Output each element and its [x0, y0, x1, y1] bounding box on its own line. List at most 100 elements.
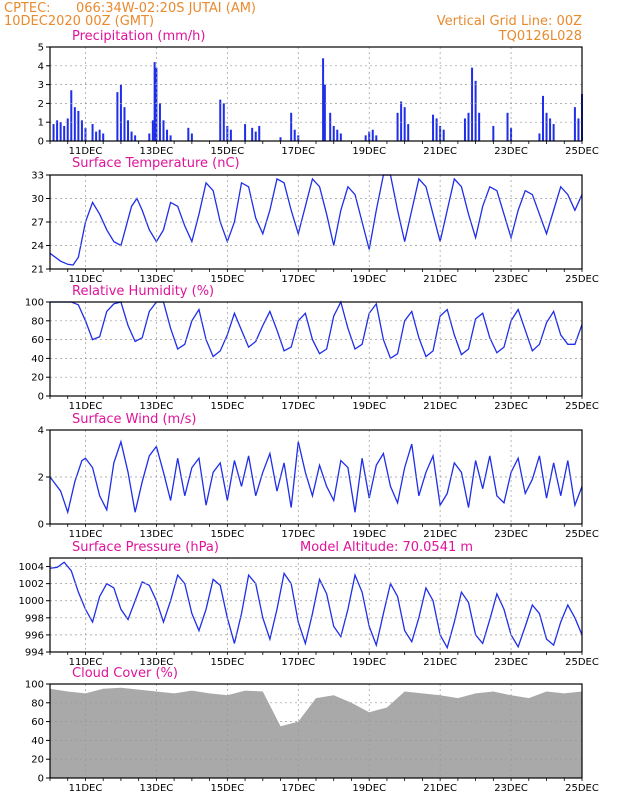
precip-xtick-label: 11DEC — [69, 146, 103, 157]
wind-xtick-label: 21DEC — [423, 529, 457, 540]
precip-bar — [549, 118, 552, 141]
precip-ytick-label: 1 — [38, 118, 44, 129]
precip-bar — [541, 95, 544, 141]
wind-line — [49, 439, 583, 515]
wind-ytick-label: 0 — [38, 520, 44, 531]
cloud-title: Cloud Cover (%) — [72, 666, 178, 681]
precip-bar — [251, 127, 254, 141]
temp-xtick-label: 23DEC — [494, 274, 528, 285]
precip-bar — [123, 107, 126, 141]
temp-title: Surface Temperature (nC) — [72, 156, 240, 171]
wind-ytick-label: 2 — [38, 473, 44, 484]
rh-xtick-label: 19DEC — [352, 401, 386, 412]
pres-xtick-label: 21DEC — [423, 657, 457, 668]
precip-bar — [322, 58, 325, 141]
temp-frame — [49, 174, 583, 270]
temp-xtick-label: 19DEC — [352, 274, 386, 285]
rh-xtick-label: 21DEC — [423, 401, 457, 412]
precip-bar — [127, 120, 130, 141]
precip-bar — [52, 124, 55, 141]
rh-ytick-label: 0 — [38, 392, 44, 403]
wind-xtick-label: 11DEC — [69, 529, 103, 540]
rh-xtick-label: 11DEC — [69, 401, 103, 412]
precip-bar — [151, 120, 154, 141]
precip-bar — [400, 101, 403, 141]
cloud-frame — [49, 683, 583, 779]
pres-xtick-label: 19DEC — [352, 657, 386, 668]
pres-title: Surface Pressure (hPa) — [72, 540, 219, 555]
precip-bar — [577, 118, 580, 141]
rh-ytick-label: 80 — [31, 316, 44, 327]
precip-ytick-label: 0 — [38, 137, 44, 148]
cloud-ytick-label: 20 — [31, 755, 44, 766]
precip-xtick-label: 13DEC — [140, 146, 174, 157]
wind-xtick-label: 13DEC — [140, 529, 174, 540]
rh-xtick-label: 13DEC — [140, 401, 174, 412]
pres-line — [49, 561, 583, 650]
cloud-xtick-label: 17DEC — [281, 783, 315, 794]
temp-ytick-label: 30 — [31, 194, 44, 205]
precip-bar — [219, 99, 222, 141]
precip-bar — [510, 127, 513, 141]
precip-bar — [506, 112, 509, 141]
temp-xtick-label: 25DEC — [565, 274, 599, 285]
rh-ytick-label: 60 — [31, 335, 44, 346]
rh-xtick-label: 15DEC — [210, 401, 244, 412]
precip-bar — [59, 122, 62, 141]
wind-ytick-label: 4 — [38, 426, 44, 437]
temp-xtick-label: 21DEC — [423, 274, 457, 285]
rh-ytick-label: 40 — [31, 354, 44, 365]
precip-bar — [403, 107, 406, 141]
wind-xtick-label: 19DEC — [352, 529, 386, 540]
cloud-ytick-label: 80 — [31, 698, 44, 709]
precip-bar — [371, 129, 374, 141]
precip-bar — [70, 90, 73, 141]
precip-bar — [474, 80, 477, 141]
rh-line — [50, 300, 583, 360]
precip-bar — [153, 62, 156, 141]
precip-bar — [162, 120, 165, 141]
precip-ytick-label: 2 — [38, 99, 44, 110]
header-org: CPTEC: — [4, 1, 51, 16]
pres-ytick-label: 1000 — [19, 596, 44, 607]
precip-bar — [190, 133, 193, 141]
precip-bar — [84, 127, 87, 141]
precip-title: Precipitation (mm/h) — [72, 29, 205, 44]
precip-xtick-label: 17DEC — [281, 146, 315, 157]
precip-bar — [169, 135, 172, 141]
precip-xtick-label: 19DEC — [352, 146, 386, 157]
temp-xtick-label: 17DEC — [281, 274, 315, 285]
pres-ytick-label: 1004 — [19, 562, 44, 573]
precip-bar — [116, 92, 119, 141]
cloud-xtick-label: 23DEC — [494, 783, 528, 794]
temp-ytick-label: 33 — [31, 171, 44, 182]
precip-bar — [336, 129, 339, 141]
temp-line — [49, 174, 583, 266]
cloud-xtick-label: 19DEC — [352, 783, 386, 794]
precip-bar — [364, 135, 367, 141]
precip-bar — [435, 118, 438, 141]
pres-frame — [49, 557, 583, 653]
precip-bar — [254, 131, 257, 141]
precip-bar — [148, 133, 151, 141]
rh-title: Relative Humidity (%) — [72, 284, 214, 299]
precip-bar — [91, 124, 94, 141]
header-grid-note: Vertical Grid Line: 00Z — [437, 14, 582, 29]
precip-bar — [134, 135, 137, 141]
header-run-id: TQ0126L028 — [498, 29, 582, 44]
precip-bar — [166, 129, 169, 141]
precip-bar — [244, 124, 247, 141]
precip-bar — [492, 125, 495, 141]
pres-xtick-label: 17DEC — [281, 657, 315, 668]
cloud-ytick-label: 100 — [25, 680, 44, 691]
precip-bar — [478, 112, 481, 141]
precip-bar — [471, 67, 474, 141]
rh-xtick-label: 23DEC — [494, 401, 528, 412]
precip-ytick-label: 3 — [38, 80, 44, 91]
rh-xtick-label: 17DEC — [281, 401, 315, 412]
precip-bar — [98, 129, 101, 141]
precip-bar — [229, 129, 232, 141]
precip-bar — [102, 133, 105, 141]
precip-bar — [432, 114, 435, 141]
model-altitude: Model Altitude: 70.0541 m — [300, 540, 473, 555]
